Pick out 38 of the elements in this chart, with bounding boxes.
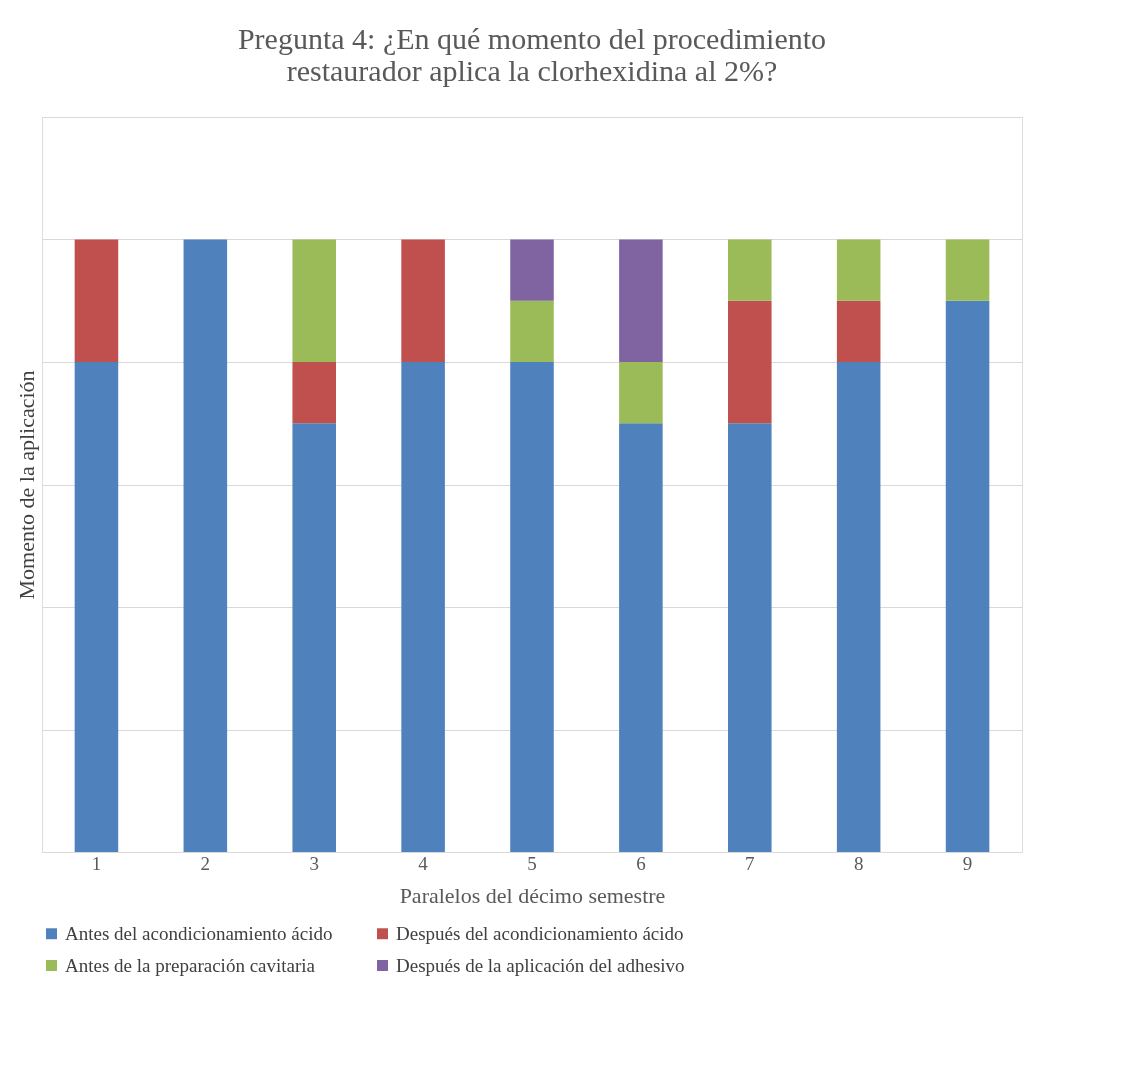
- x-tick-label: 6: [636, 852, 646, 874]
- bar: [728, 300, 772, 424]
- y-axis-title: Momento de la aplicación: [13, 370, 39, 600]
- bar: [619, 423, 663, 852]
- x-tick-label: 5: [527, 852, 537, 874]
- legend-label: Después del acondicionamiento ácido: [396, 922, 684, 944]
- bar: [836, 362, 881, 852]
- x-tick-label: 1: [91, 852, 102, 874]
- bar: [945, 239, 990, 301]
- bar: [183, 239, 228, 852]
- bar: [510, 239, 554, 301]
- x-tick-label: 4: [418, 852, 429, 874]
- bar: [292, 362, 336, 424]
- bar: [292, 239, 336, 362]
- legend-label: Antes del acondicionamiento ácido: [65, 922, 333, 944]
- bar: [510, 362, 554, 852]
- legend-label: Después de la aplicación del adhesivo: [396, 954, 685, 976]
- legend-label: Antes de la preparación cavitaria: [65, 954, 316, 976]
- bar: [836, 239, 881, 301]
- bar: [74, 239, 119, 362]
- x-tick-label: 9: [962, 852, 973, 874]
- x-axis-title: Paralelos del décimo semestre: [399, 882, 666, 908]
- bar: [292, 423, 336, 852]
- bar: [728, 239, 772, 301]
- bar: [510, 300, 554, 362]
- bar: [401, 239, 445, 362]
- chart-title: Pregunta 4: ¿En qué momento del procedimiento restaurador aplica la clorhexidina al 2%?: [237, 22, 827, 87]
- bar: [401, 362, 445, 852]
- bar: [74, 362, 119, 852]
- x-tick-label: 3: [309, 852, 319, 874]
- bar: [836, 300, 881, 362]
- bar: [619, 362, 663, 424]
- bar: [945, 300, 990, 852]
- x-tick-label: 2: [200, 852, 211, 874]
- x-tick-label: 7: [745, 852, 755, 874]
- bar: [728, 423, 772, 852]
- x-tick-label: 8: [853, 852, 864, 874]
- bar: [619, 239, 663, 362]
